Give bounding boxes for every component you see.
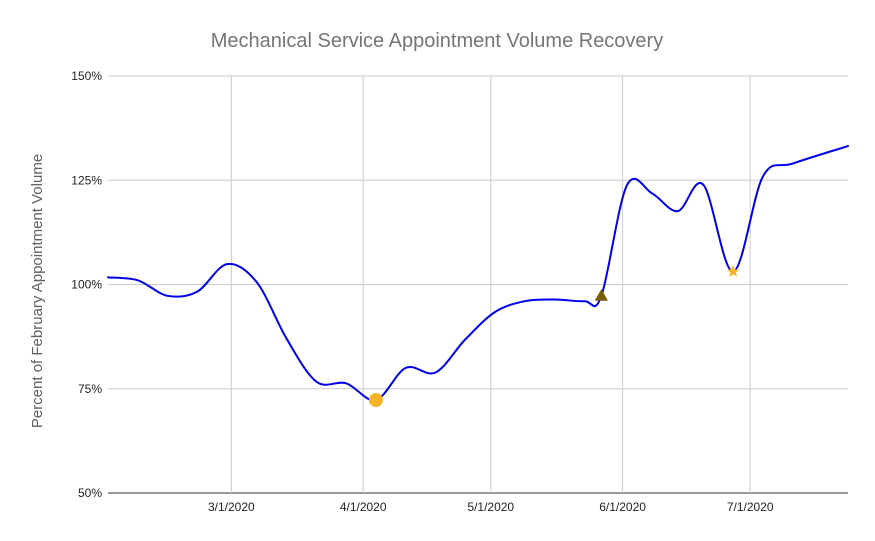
gridlines [108,75,848,494]
x-axis-ticks: 3/1/2020 4/1/2020 5/1/2020 6/1/2020 7/1/2020 [208,500,774,514]
marker-group [368,265,740,408]
y-tick-label: 125% [71,173,102,187]
triangle-marker [594,289,608,301]
series-group [107,145,849,402]
x-tick-label: 4/1/2020 [340,500,387,514]
chart-title: Mechanical Service Appointment Volume Re… [211,30,663,52]
x-tick-label: 3/1/2020 [208,500,255,514]
circle-marker [368,393,383,408]
y-axis-ticks: 50% 75% 100% 125% 150% [71,69,102,500]
y-tick-label: 50% [78,486,102,500]
star-marker [727,265,740,277]
x-tick-label: 7/1/2020 [727,500,774,514]
x-tick-label: 5/1/2020 [467,500,514,514]
y-tick-label: 75% [78,382,102,396]
y-axis-label: Percent of February Appointment Volume [29,154,46,428]
series-line [107,145,849,402]
y-tick-label: 150% [71,69,102,83]
y-tick-label: 100% [71,278,102,292]
x-tick-label: 6/1/2020 [599,500,646,514]
